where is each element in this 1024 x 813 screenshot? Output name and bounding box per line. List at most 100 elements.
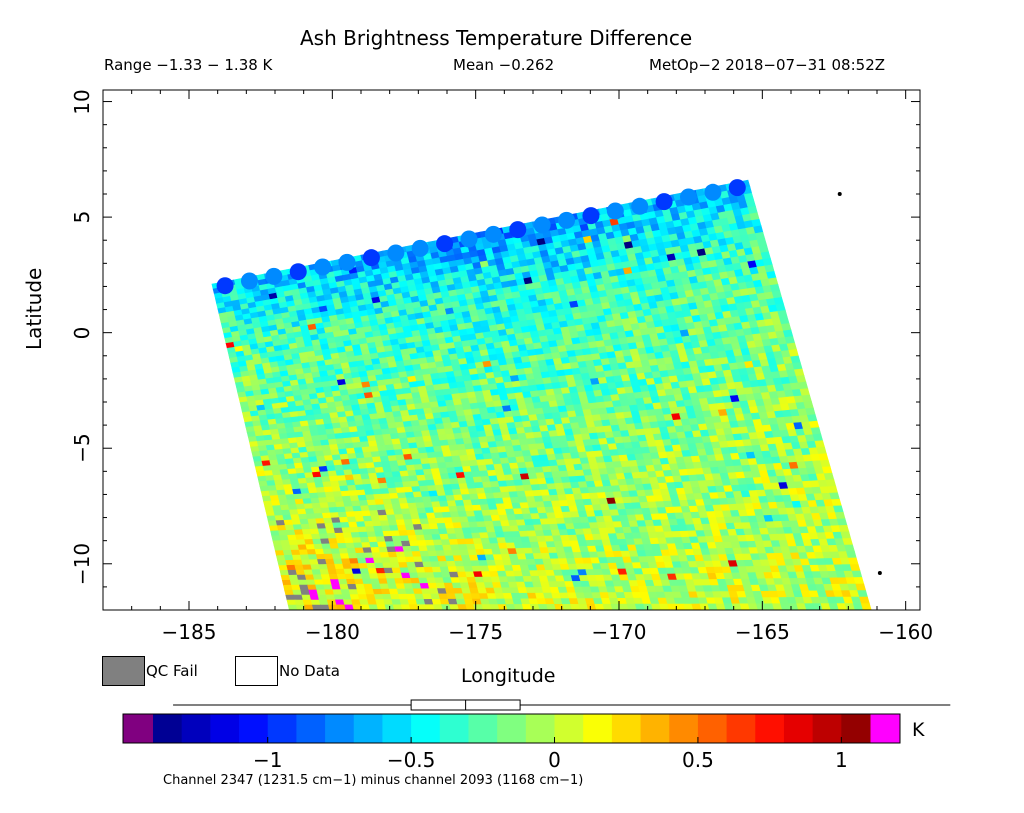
y-axis-label: Latitude xyxy=(22,267,46,350)
swath-cell xyxy=(285,559,296,566)
swath-cell xyxy=(295,467,305,475)
swath-cell xyxy=(330,548,341,555)
swath-cell xyxy=(285,494,296,501)
swath-cell xyxy=(315,486,326,494)
swath-cell xyxy=(306,549,317,556)
swath-cell xyxy=(274,479,284,486)
swath-cell xyxy=(333,594,344,601)
swath-cell xyxy=(291,519,302,526)
swath-cell xyxy=(803,401,814,410)
swath-cell xyxy=(312,604,323,610)
swath-cell xyxy=(257,475,268,482)
swath-cell xyxy=(281,579,292,586)
swath-heatmap xyxy=(211,179,882,610)
swath-cell xyxy=(842,538,853,546)
swath-edge-bead xyxy=(680,188,697,206)
swath-cell xyxy=(314,548,325,555)
colorbar-tick-label: −1 xyxy=(252,748,283,772)
colorbar-segment xyxy=(669,714,699,743)
swath-cell xyxy=(278,565,289,571)
swath-cell xyxy=(308,523,319,530)
swath-cell xyxy=(287,504,298,511)
swath-edge-bead xyxy=(582,207,600,225)
qc-fail-label: QC Fail xyxy=(146,662,198,680)
swath-cell xyxy=(341,558,352,565)
swath-cell xyxy=(292,524,303,531)
swath-cell xyxy=(302,498,313,505)
swath-cell xyxy=(260,490,271,497)
mean-text: Mean −0.262 xyxy=(453,56,555,74)
swath-edge-bead xyxy=(558,211,576,229)
swath-cell xyxy=(319,569,330,576)
swath-cell xyxy=(288,473,299,480)
swath-cell xyxy=(320,574,331,581)
swath-cell xyxy=(777,310,788,319)
swath-cell xyxy=(825,479,837,488)
swath-cell xyxy=(278,529,288,536)
swath-cell xyxy=(284,589,295,596)
x-axis-label: Longitude xyxy=(461,665,556,687)
swath-edge-bead xyxy=(411,239,429,257)
swath-cell xyxy=(293,493,304,500)
swath-cell xyxy=(326,433,337,441)
swath-cell xyxy=(265,510,276,517)
swath-cell xyxy=(275,484,286,491)
swath-cell xyxy=(311,569,322,576)
colorbar-tick-label: 0 xyxy=(548,748,561,772)
swath-cell xyxy=(312,574,323,581)
swath-cell xyxy=(338,578,349,585)
swath-cell xyxy=(449,571,460,578)
swath-edge-bead xyxy=(484,225,502,243)
swath-cell xyxy=(251,450,262,458)
swath-cell xyxy=(823,472,835,481)
x-tick-label: −180 xyxy=(304,620,360,644)
colorbar-segment xyxy=(554,714,584,743)
swath-cell xyxy=(256,470,266,478)
swath-cell xyxy=(300,488,310,495)
no-data-swatch xyxy=(235,656,278,686)
swath-cell xyxy=(790,355,801,364)
swath-cell xyxy=(445,588,456,595)
satellite-time: MetOp−2 2018−07−31 08:52Z xyxy=(649,56,886,74)
swath-cell xyxy=(297,579,308,586)
stray-point xyxy=(877,571,882,576)
swath-cell xyxy=(356,589,367,595)
swath-cell xyxy=(289,544,300,551)
swath-cell xyxy=(295,569,306,576)
no-data-label: No Data xyxy=(279,662,340,680)
swath-cell xyxy=(258,480,269,487)
swath-cell xyxy=(345,542,356,549)
swath-cell xyxy=(276,555,286,561)
swath-cell xyxy=(282,549,293,556)
colorbar-segment xyxy=(239,714,269,743)
swath-cell xyxy=(332,491,343,498)
swath-cell xyxy=(270,464,281,471)
y-tick-label: 10 xyxy=(70,88,94,115)
swath-cell xyxy=(807,414,818,423)
swath-cell xyxy=(266,515,277,522)
colorbar-boxplot xyxy=(173,699,951,711)
swath-cell xyxy=(265,475,275,482)
swath-cell xyxy=(318,599,329,606)
swath-edge-bead xyxy=(460,230,478,248)
swath-cell xyxy=(330,579,341,586)
swath-cell xyxy=(271,469,282,476)
colorbar xyxy=(122,713,901,744)
swath-cell xyxy=(296,472,307,480)
swath-cell xyxy=(853,577,865,585)
swath-cell xyxy=(294,599,305,606)
colorbar-unit: K xyxy=(912,719,925,741)
swath-cell xyxy=(857,590,868,598)
swath-cell xyxy=(323,553,334,560)
swath-edge-bead xyxy=(606,202,624,220)
swath-cell xyxy=(286,499,297,506)
swath-cell xyxy=(327,568,338,575)
swath-cell xyxy=(280,574,291,581)
swath-cell xyxy=(272,505,283,512)
swath-cell xyxy=(269,459,280,466)
swath-cell xyxy=(357,557,368,564)
swath-cell xyxy=(307,518,318,525)
colorbar-segment xyxy=(210,714,240,743)
swath-cell xyxy=(779,316,790,325)
swath-cell xyxy=(262,495,272,502)
